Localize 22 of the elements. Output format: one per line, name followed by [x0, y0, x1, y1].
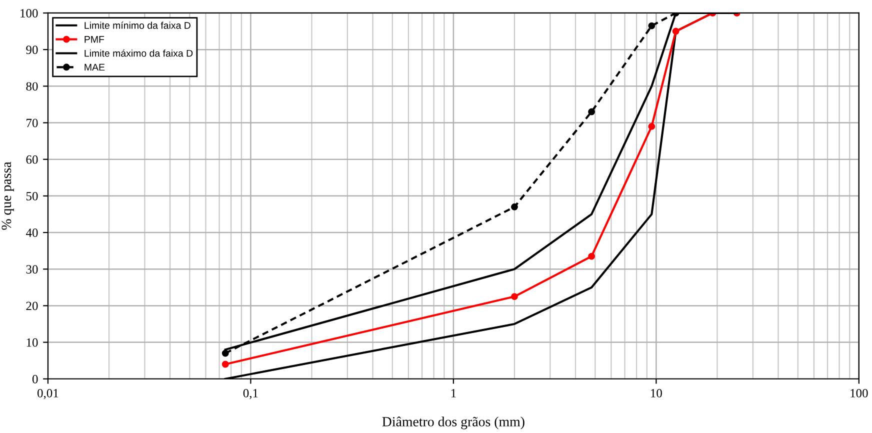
x-tick-label: 0,01 [38, 388, 58, 400]
legend-label: Limite mínimo da faixa D [84, 22, 190, 29]
y-tick-label: 60 [26, 155, 38, 164]
y-tick-label: 50 [26, 192, 38, 200]
x-tick-label: 100 [850, 388, 868, 398]
y-tick-label: 100 [20, 9, 38, 18]
x-tick-label: 10 [651, 388, 662, 398]
y-axis-title: % que passa [2, 162, 14, 230]
legend-label: PMF [84, 36, 104, 43]
y-tick-label: 20 [26, 302, 38, 310]
y-tick-label: 80 [26, 82, 38, 91]
y-tick-label: 0 [32, 374, 38, 384]
x-tick-label: 1 [451, 389, 456, 398]
y-tick-label: 10 [26, 338, 38, 347]
y-tick-label: 40 [26, 228, 38, 237]
y-tick-label: 90 [26, 46, 38, 54]
legend-label: MAE [84, 64, 105, 71]
legend-label: Limite máximo da faixa D [84, 49, 193, 57]
y-tick-label: 70 [26, 118, 38, 128]
y-tick-label: 30 [26, 265, 38, 274]
x-axis-title: Diâmetro dos grãos (mm) [382, 416, 524, 430]
x-tick-label: 0,1 [243, 388, 258, 400]
